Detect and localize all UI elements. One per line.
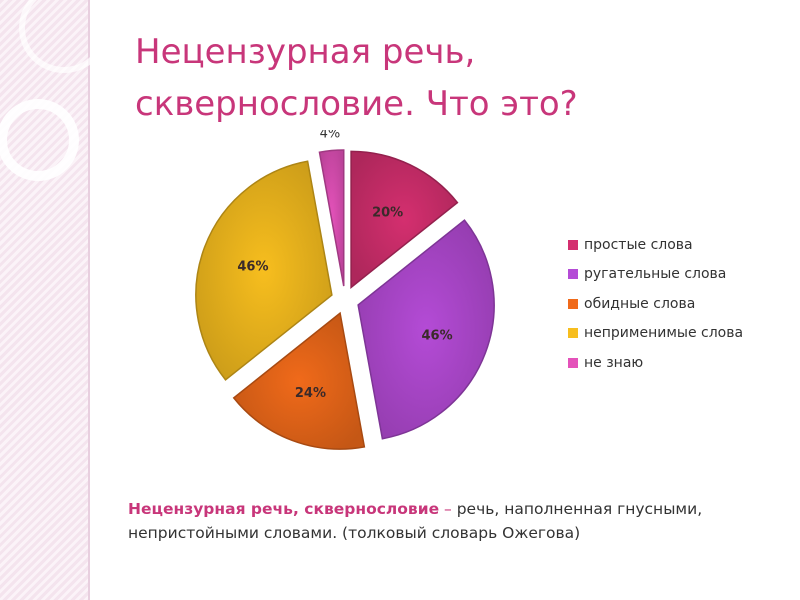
legend-item: ругательные слова [568,260,743,290]
pie-chart: 20% 46% 24% 46% 4% [195,130,495,450]
legend-swatch [568,357,578,368]
slide-title-line-2: сквернословие. Что это? [135,84,578,124]
legend-swatch [568,269,578,280]
legend-item: не знаю [568,348,743,378]
definition-body: речь, наполненная гнусными, непристойным… [128,500,703,542]
definition-text: Нецензурная речь, сквернословие – речь, … [128,497,768,545]
legend-swatch [568,298,578,309]
pie-data-label-1: 20% [372,205,403,220]
legend-swatch [568,328,578,339]
side-band-divider [88,0,90,600]
pie-data-label-3: 24% [295,386,326,401]
pie-slice-4 [195,160,333,381]
legend-label: неприменимые слова [584,325,744,342]
slide-title-line-1: Нецензурная речь, [135,32,476,72]
pie-slice-3 [232,311,366,450]
pie-data-label-2: 46% [421,329,452,344]
pie-slice-5 [318,149,345,287]
pie-data-label-4: 46% [237,259,268,274]
legend-item: простые слова [568,230,743,260]
definition-dash: – [439,500,457,518]
legend-item: неприменимые слова [568,319,743,349]
decorative-rings [0,0,109,181]
pie-slice-1 [350,150,459,289]
slide-title: Нецензурная речь, сквернословие. Что это… [135,26,755,130]
pie-data-label-5: 4% [320,130,341,142]
legend-label: обидные слова [584,295,696,312]
pie-slice-2 [357,219,495,440]
chart-legend: простые слова ругательные слова обидные сл… [568,230,743,378]
legend-label: не знаю [584,354,644,371]
legend-swatch [568,239,578,250]
legend-item: обидные слова [568,289,743,319]
legend-label: простые слова [584,236,693,253]
definition-term: Нецензурная речь, сквернословие [128,500,440,518]
legend-label: ругательные слова [584,266,727,283]
